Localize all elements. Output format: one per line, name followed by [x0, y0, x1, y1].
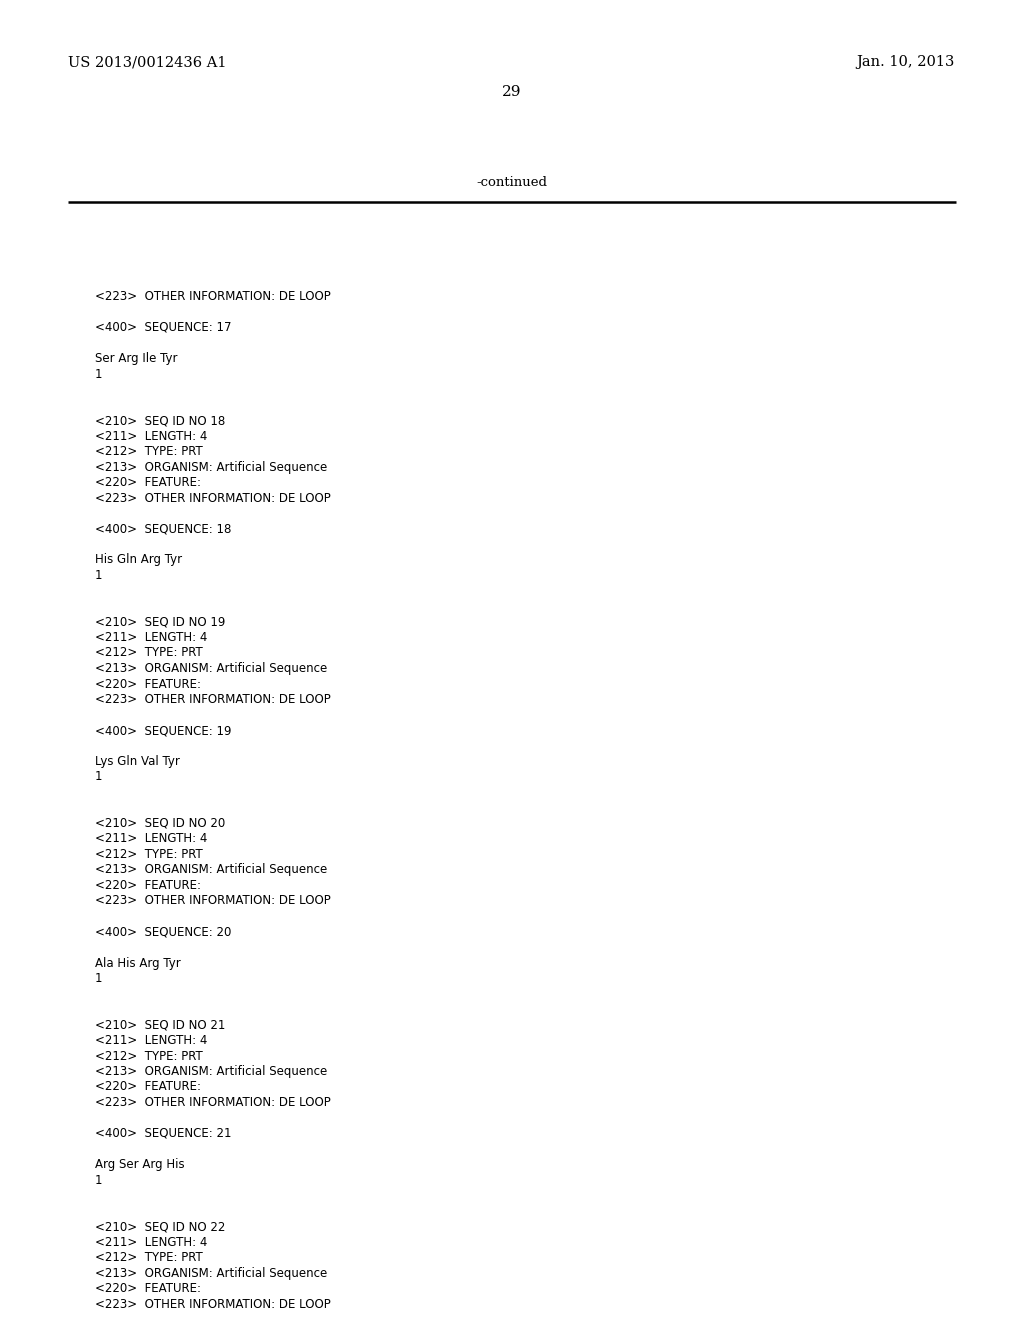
Text: Ser Arg Ile Tyr: Ser Arg Ile Tyr: [95, 352, 177, 366]
Text: <211>  LENGTH: 4: <211> LENGTH: 4: [95, 833, 208, 846]
Text: Arg Ser Arg His: Arg Ser Arg His: [95, 1158, 184, 1171]
Text: <212>  TYPE: PRT: <212> TYPE: PRT: [95, 1251, 203, 1265]
Text: <212>  TYPE: PRT: <212> TYPE: PRT: [95, 647, 203, 660]
Text: <211>  LENGTH: 4: <211> LENGTH: 4: [95, 1236, 208, 1249]
Text: Jan. 10, 2013: Jan. 10, 2013: [857, 55, 955, 69]
Text: <400>  SEQUENCE: 18: <400> SEQUENCE: 18: [95, 523, 231, 536]
Text: His Gln Arg Tyr: His Gln Arg Tyr: [95, 553, 182, 566]
Text: 1: 1: [95, 1173, 102, 1187]
Text: <220>  FEATURE:: <220> FEATURE:: [95, 677, 201, 690]
Text: 1: 1: [95, 569, 102, 582]
Text: <220>  FEATURE:: <220> FEATURE:: [95, 477, 201, 488]
Text: <223>  OTHER INFORMATION: DE LOOP: <223> OTHER INFORMATION: DE LOOP: [95, 290, 331, 304]
Text: <210>  SEQ ID NO 19: <210> SEQ ID NO 19: [95, 615, 225, 628]
Text: <210>  SEQ ID NO 21: <210> SEQ ID NO 21: [95, 1019, 225, 1031]
Text: <400>  SEQUENCE: 21: <400> SEQUENCE: 21: [95, 1127, 231, 1140]
Text: <211>  LENGTH: 4: <211> LENGTH: 4: [95, 631, 208, 644]
Text: <213>  ORGANISM: Artificial Sequence: <213> ORGANISM: Artificial Sequence: [95, 663, 328, 675]
Text: <223>  OTHER INFORMATION: DE LOOP: <223> OTHER INFORMATION: DE LOOP: [95, 1298, 331, 1311]
Text: 1: 1: [95, 771, 102, 784]
Text: US 2013/0012436 A1: US 2013/0012436 A1: [68, 55, 226, 69]
Text: Ala His Arg Tyr: Ala His Arg Tyr: [95, 957, 181, 969]
Text: <212>  TYPE: PRT: <212> TYPE: PRT: [95, 1049, 203, 1063]
Text: <223>  OTHER INFORMATION: DE LOOP: <223> OTHER INFORMATION: DE LOOP: [95, 693, 331, 706]
Text: 29: 29: [502, 84, 522, 99]
Text: <223>  OTHER INFORMATION: DE LOOP: <223> OTHER INFORMATION: DE LOOP: [95, 895, 331, 908]
Text: <220>  FEATURE:: <220> FEATURE:: [95, 879, 201, 892]
Text: <210>  SEQ ID NO 20: <210> SEQ ID NO 20: [95, 817, 225, 830]
Text: 1: 1: [95, 972, 102, 985]
Text: <400>  SEQUENCE: 19: <400> SEQUENCE: 19: [95, 723, 231, 737]
Text: <400>  SEQUENCE: 20: <400> SEQUENCE: 20: [95, 925, 231, 939]
Text: <211>  LENGTH: 4: <211> LENGTH: 4: [95, 429, 208, 442]
Text: <213>  ORGANISM: Artificial Sequence: <213> ORGANISM: Artificial Sequence: [95, 461, 328, 474]
Text: Lys Gln Val Tyr: Lys Gln Val Tyr: [95, 755, 180, 768]
Text: <210>  SEQ ID NO 18: <210> SEQ ID NO 18: [95, 414, 225, 426]
Text: <211>  LENGTH: 4: <211> LENGTH: 4: [95, 1034, 208, 1047]
Text: <212>  TYPE: PRT: <212> TYPE: PRT: [95, 847, 203, 861]
Text: 1: 1: [95, 367, 102, 380]
Text: <223>  OTHER INFORMATION: DE LOOP: <223> OTHER INFORMATION: DE LOOP: [95, 491, 331, 504]
Text: <212>  TYPE: PRT: <212> TYPE: PRT: [95, 445, 203, 458]
Text: <213>  ORGANISM: Artificial Sequence: <213> ORGANISM: Artificial Sequence: [95, 863, 328, 876]
Text: <400>  SEQUENCE: 17: <400> SEQUENCE: 17: [95, 321, 231, 334]
Text: <220>  FEATURE:: <220> FEATURE:: [95, 1081, 201, 1093]
Text: <223>  OTHER INFORMATION: DE LOOP: <223> OTHER INFORMATION: DE LOOP: [95, 1096, 331, 1109]
Text: -continued: -continued: [476, 177, 548, 190]
Text: <213>  ORGANISM: Artificial Sequence: <213> ORGANISM: Artificial Sequence: [95, 1266, 328, 1279]
Text: <210>  SEQ ID NO 22: <210> SEQ ID NO 22: [95, 1220, 225, 1233]
Text: <220>  FEATURE:: <220> FEATURE:: [95, 1282, 201, 1295]
Text: <213>  ORGANISM: Artificial Sequence: <213> ORGANISM: Artificial Sequence: [95, 1065, 328, 1078]
